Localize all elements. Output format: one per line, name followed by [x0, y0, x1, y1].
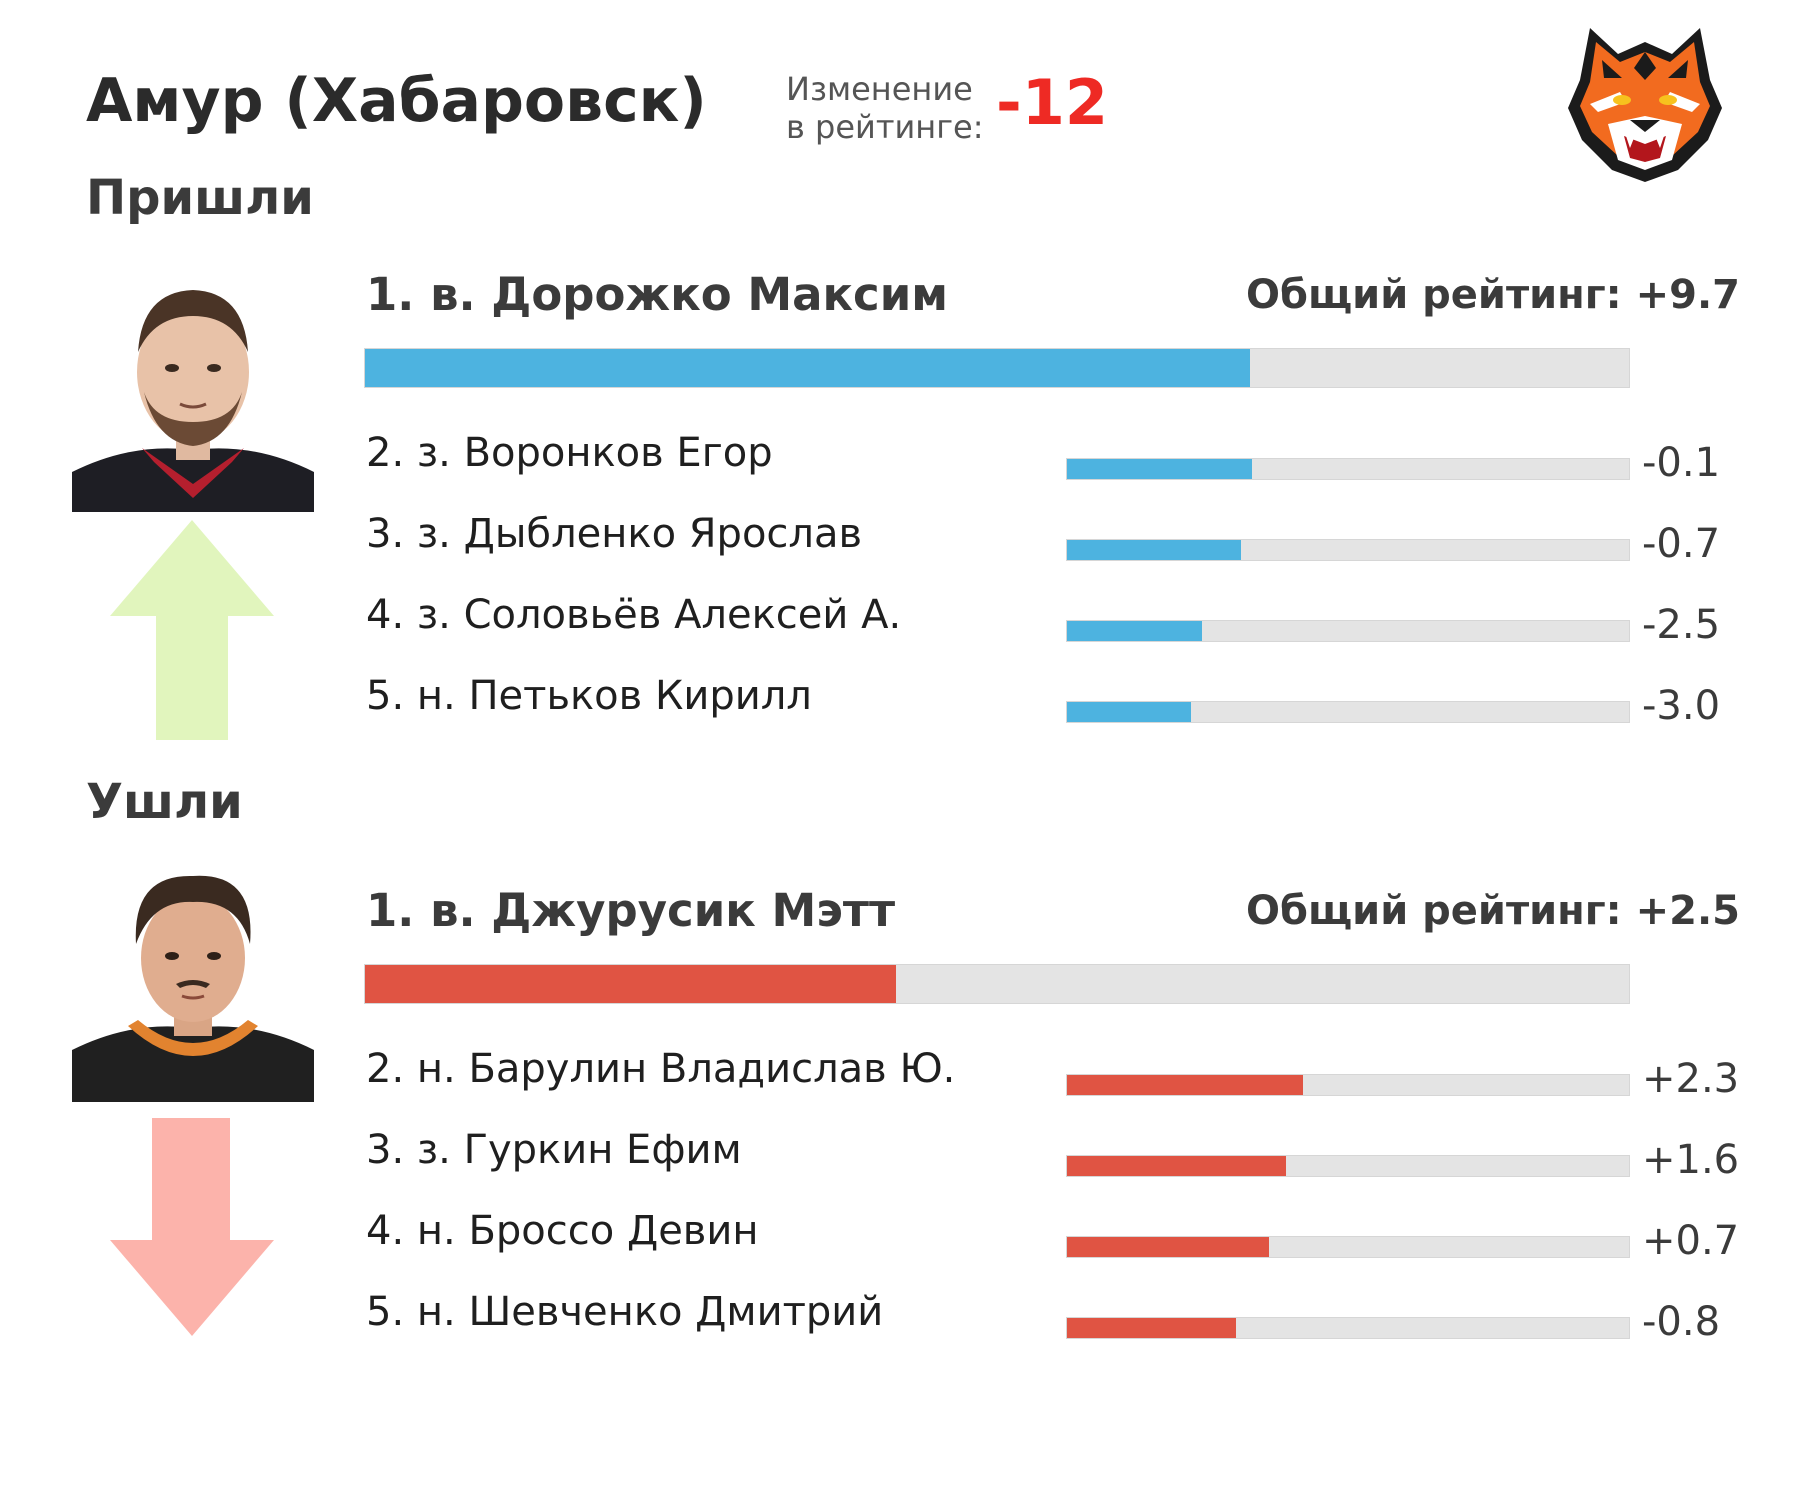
player-row-bar-track: [1066, 539, 1630, 561]
lead-player-name-arrived: 1. в. Дорожко Максим: [366, 268, 949, 321]
tiger-head-logo: [1568, 28, 1722, 182]
lead-total-value: +2.5: [1635, 888, 1740, 934]
rating-change-label: Изменение в рейтинге:: [786, 70, 983, 146]
player-row-bar-fill: [1067, 1156, 1287, 1176]
player-row-bar-fill: [1067, 621, 1202, 641]
player-row-bar-track: [1066, 620, 1630, 642]
rating-change-value: -12: [996, 66, 1109, 139]
team-title: Амур (Хабаровск): [86, 66, 707, 136]
player-row-name: 4. з. Соловьёв Алексей А.: [366, 592, 902, 638]
lead-bar-track-arrived: [364, 348, 1630, 388]
player-row-name: 2. з. Воронков Егор: [366, 430, 773, 476]
lead-bar-track-departed: [364, 964, 1630, 1004]
lead-bar-fill-arrived: [365, 349, 1250, 387]
lead-total-value: +9.7: [1635, 272, 1740, 318]
player-row-bar-track: [1066, 1074, 1630, 1096]
player-row-bar-track: [1066, 1236, 1630, 1258]
player-row-value: +0.7: [1642, 1218, 1740, 1264]
section-title-departed: Ушли: [86, 774, 243, 830]
lead-total-label: Общий рейтинг:: [1246, 888, 1622, 934]
player-row-bar-track: [1066, 701, 1630, 723]
player-row-value: +1.6: [1642, 1137, 1740, 1183]
player-row-bar-fill: [1067, 1318, 1236, 1338]
rating-change-label-line1: Изменение: [786, 70, 973, 108]
section-title-arrived: Пришли: [86, 170, 314, 226]
lead-total-departed: Общий рейтинг: +2.5: [1246, 888, 1740, 934]
player-row-bar-track: [1066, 458, 1630, 480]
down-arrow-icon: [110, 1118, 274, 1340]
up-arrow-icon: [110, 520, 274, 744]
player-row-bar-fill: [1067, 702, 1191, 722]
player-row-bar-fill: [1067, 1237, 1270, 1257]
player-row-bar-fill: [1067, 540, 1242, 560]
lead-bar-fill-departed: [365, 965, 896, 1003]
player-photo-arrived: [72, 272, 314, 512]
player-row-name: 3. з. Гуркин Ефим: [366, 1127, 742, 1173]
player-row-bar-fill: [1067, 1075, 1304, 1095]
player-photo-departed: [72, 860, 314, 1102]
player-row-value: -2.5: [1642, 602, 1721, 648]
player-row-value: -0.1: [1642, 440, 1721, 486]
player-row-value: -0.7: [1642, 521, 1721, 567]
player-row-bar-track: [1066, 1317, 1630, 1339]
lead-player-name-departed: 1. в. Джурусик Мэтт: [366, 884, 896, 937]
player-row-value: +2.3: [1642, 1056, 1740, 1102]
lead-total-label: Общий рейтинг:: [1246, 272, 1622, 318]
player-row-name: 5. н. Шевченко Дмитрий: [366, 1289, 884, 1335]
player-row-value: -3.0: [1642, 683, 1721, 729]
player-row-value: -0.8: [1642, 1299, 1721, 1345]
rating-change-label-line2: в рейтинге:: [786, 108, 984, 146]
player-row-bar-track: [1066, 1155, 1630, 1177]
player-row-name: 2. н. Барулин Владислав Ю.: [366, 1046, 956, 1092]
player-row-name: 3. з. Дыбленко Ярослав: [366, 511, 863, 557]
player-row-bar-fill: [1067, 459, 1253, 479]
player-row-name: 4. н. Броссо Девин: [366, 1208, 759, 1254]
team-logo: [1560, 20, 1730, 190]
lead-total-arrived: Общий рейтинг: +9.7: [1246, 272, 1740, 318]
player-row-name: 5. н. Петьков Кирилл: [366, 673, 812, 719]
